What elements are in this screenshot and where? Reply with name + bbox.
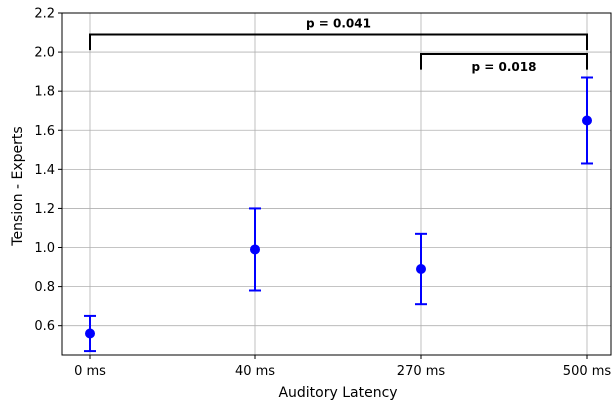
error-bars (84, 76, 593, 353)
x-axis-label: Auditory Latency (278, 385, 397, 401)
y-tick-label: 1.6 (34, 124, 55, 139)
data-point (416, 264, 426, 275)
y-tick-label: 1.4 (34, 163, 55, 178)
data-point (582, 115, 592, 126)
x-tick-label: 270 ms (397, 364, 446, 379)
significance-bracket (420, 53, 588, 70)
significance-bracket (89, 33, 588, 51)
significance-annotations: p = 0.041 p = 0.018 (89, 16, 588, 74)
y-tick-label: 1.8 (34, 85, 55, 100)
plot-frame (61, 12, 612, 356)
data-point (250, 244, 260, 255)
x-tick-label: 40 ms (235, 364, 275, 379)
x-tick-label: 500 ms (563, 364, 612, 379)
data-point (85, 328, 95, 339)
y-ticks: 0.6 0.8 1.0 1.2 1.4 1.6 1.8 2.0 2.2 (34, 7, 62, 334)
x-tick-label: 0 ms (74, 364, 106, 379)
y-tick-label: 0.6 (34, 319, 55, 334)
significance-label: p = 0.041 (306, 16, 371, 30)
y-tick-label: 2.0 (34, 46, 55, 61)
data-points (85, 115, 592, 339)
y-tick-label: 0.8 (34, 280, 55, 295)
x-ticks: 0 ms 40 ms 270 ms 500 ms (74, 355, 611, 379)
significance-label: p = 0.018 (472, 60, 537, 74)
y-axis-label: Tension - Experts (10, 126, 26, 246)
y-tick-label: 1.2 (34, 202, 55, 217)
y-tick-label: 1.0 (34, 241, 55, 256)
y-tick-label: 2.2 (34, 7, 55, 22)
